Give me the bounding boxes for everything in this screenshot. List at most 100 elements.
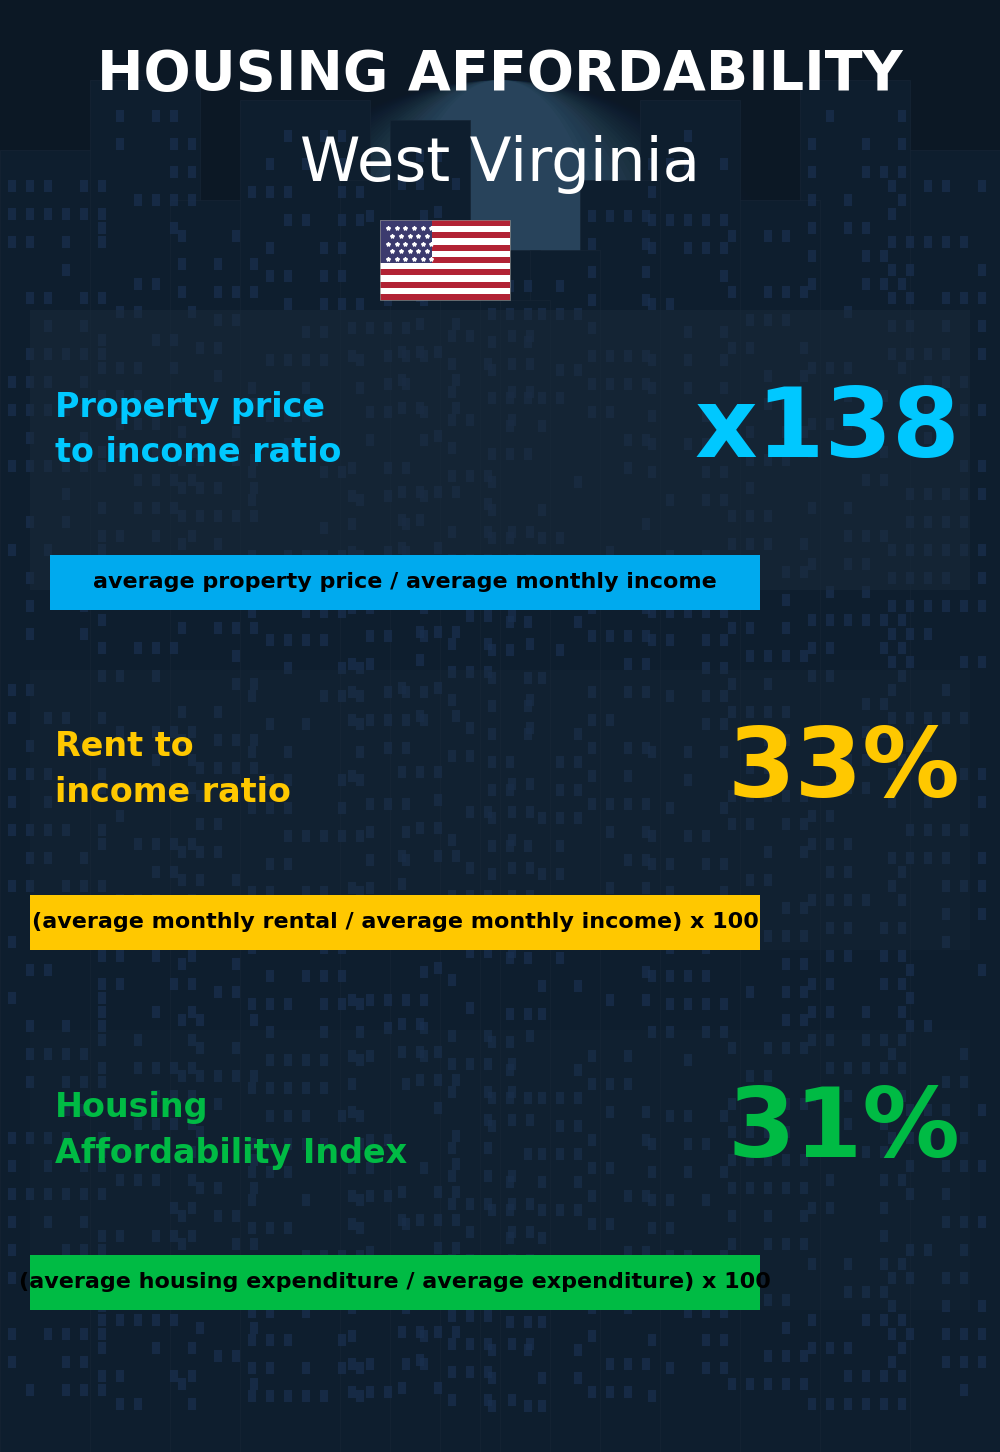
Bar: [488, 280, 496, 292]
Bar: [648, 746, 656, 758]
Bar: [764, 370, 772, 382]
Bar: [702, 913, 710, 926]
Bar: [134, 1034, 142, 1045]
Bar: [284, 774, 292, 786]
Bar: [764, 482, 772, 494]
Bar: [402, 211, 410, 222]
Bar: [178, 229, 186, 242]
Bar: [898, 1061, 906, 1074]
Bar: [530, 250, 600, 1452]
Bar: [880, 502, 888, 514]
Bar: [924, 992, 932, 1003]
Bar: [62, 768, 70, 780]
Bar: [188, 1090, 196, 1102]
Bar: [134, 277, 142, 290]
Bar: [466, 722, 474, 735]
Bar: [98, 992, 106, 1003]
Bar: [506, 531, 514, 544]
Bar: [134, 1230, 142, 1241]
Bar: [402, 938, 410, 950]
Bar: [648, 131, 656, 142]
Bar: [248, 578, 256, 590]
Bar: [720, 1223, 728, 1234]
Bar: [178, 847, 186, 858]
Bar: [80, 656, 88, 668]
Bar: [728, 762, 736, 774]
Bar: [116, 1398, 124, 1410]
Bar: [642, 1387, 650, 1398]
Bar: [356, 886, 364, 897]
Bar: [30, 309, 970, 590]
Bar: [416, 794, 424, 806]
Bar: [574, 392, 582, 404]
Bar: [880, 1090, 888, 1102]
Bar: [648, 1250, 656, 1262]
Bar: [266, 1334, 274, 1346]
Bar: [844, 865, 852, 878]
Bar: [524, 896, 532, 908]
Bar: [808, 1006, 816, 1018]
Bar: [508, 890, 516, 902]
Bar: [942, 1048, 950, 1060]
Bar: [356, 439, 364, 450]
Bar: [888, 741, 896, 752]
Bar: [746, 1013, 754, 1027]
Bar: [556, 392, 564, 404]
Bar: [170, 1371, 178, 1382]
Bar: [196, 847, 204, 858]
Bar: [524, 645, 532, 656]
Bar: [348, 770, 356, 783]
Bar: [808, 334, 816, 346]
Bar: [152, 838, 160, 849]
Bar: [624, 995, 632, 1006]
Bar: [862, 1146, 870, 1159]
Bar: [764, 539, 772, 550]
Bar: [862, 1061, 870, 1074]
Bar: [862, 1118, 870, 1130]
Bar: [960, 319, 968, 333]
Bar: [366, 546, 374, 558]
Bar: [906, 992, 914, 1003]
Bar: [484, 526, 492, 539]
Bar: [452, 1298, 460, 1310]
Bar: [642, 742, 650, 754]
Bar: [588, 1134, 596, 1146]
Bar: [574, 335, 582, 348]
Bar: [26, 488, 34, 499]
Bar: [116, 446, 124, 457]
Bar: [80, 1384, 88, 1395]
Bar: [506, 953, 514, 964]
Bar: [606, 1273, 614, 1286]
Bar: [196, 790, 204, 802]
Bar: [782, 958, 790, 970]
Bar: [116, 1230, 124, 1241]
Bar: [488, 1204, 496, 1215]
Bar: [666, 1194, 674, 1207]
Bar: [648, 466, 656, 478]
Bar: [402, 1134, 410, 1146]
Bar: [942, 937, 950, 948]
Bar: [284, 1194, 292, 1207]
Bar: [266, 354, 274, 366]
Bar: [684, 1138, 692, 1150]
Bar: [556, 1345, 564, 1356]
Bar: [152, 1090, 160, 1102]
Bar: [648, 1166, 656, 1178]
Bar: [484, 1002, 492, 1013]
Bar: [170, 894, 178, 906]
Bar: [606, 603, 614, 614]
Bar: [508, 751, 516, 762]
Bar: [978, 1076, 986, 1088]
Bar: [898, 1202, 906, 1214]
Bar: [420, 1273, 428, 1286]
Bar: [524, 1372, 532, 1384]
Bar: [178, 594, 186, 605]
Bar: [448, 666, 456, 678]
Bar: [782, 735, 790, 746]
Bar: [266, 942, 274, 954]
Bar: [684, 802, 692, 815]
Bar: [606, 378, 614, 391]
Bar: [266, 831, 274, 842]
Bar: [466, 806, 474, 817]
Bar: [942, 1076, 950, 1088]
